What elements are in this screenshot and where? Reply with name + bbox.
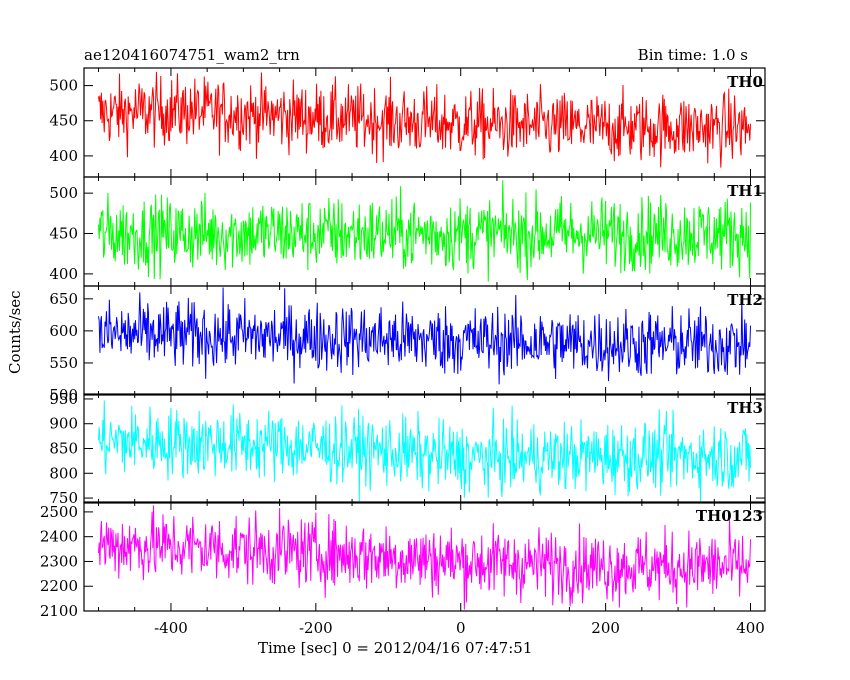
y-tick-label: 400	[49, 147, 78, 165]
series-line-th2	[97, 287, 752, 385]
panel-label-th0123: TH0123	[696, 507, 763, 525]
bin-time-label: Bin time: 1.0 s	[637, 46, 748, 64]
y-tick-label: 500	[49, 386, 78, 404]
x-axis-label: Time [sec] 0 = 2012/04/16 07:47:51	[258, 639, 533, 657]
x-tick-label: 200	[591, 619, 620, 637]
series-line-th0123	[97, 505, 752, 610]
panel-label-th3: TH3	[727, 399, 763, 417]
y-tick-label: 800	[49, 464, 78, 482]
y-tick-label: 2200	[40, 577, 78, 595]
y-tick-label: 2400	[40, 528, 78, 546]
panel-label-th2: TH2	[727, 291, 763, 309]
y-tick-label: 400	[49, 265, 78, 283]
y-tick-label: 950	[49, 390, 78, 408]
x-tick-label: -400	[154, 619, 188, 637]
y-tick-label: 2500	[40, 503, 78, 521]
y-tick-label: 2100	[40, 602, 78, 620]
y-tick-label: 650	[49, 290, 78, 308]
x-tick-label: 0	[456, 619, 466, 637]
y-tick-label: 500	[49, 184, 78, 202]
y-tick-label: 500	[49, 77, 78, 95]
x-tick-label: -200	[299, 619, 333, 637]
series-line-th1	[97, 180, 752, 282]
y-tick-label: 750	[49, 489, 78, 507]
y-tick-label: 450	[49, 112, 78, 130]
y-tick-label: 600	[49, 322, 78, 340]
y-tick-label: 900	[49, 415, 78, 433]
y-tick-label: 850	[49, 440, 78, 458]
y-tick-label: 550	[49, 354, 78, 372]
x-tick-label: 400	[736, 619, 765, 637]
panel-label-th0: TH0	[727, 73, 763, 91]
y-tick-label: 2300	[40, 552, 78, 570]
y-tick-label: 450	[49, 225, 78, 243]
chart-title: ae120416074751_wam2_trn	[84, 46, 300, 64]
series-line-th3	[97, 400, 752, 503]
series-line-th0	[97, 71, 752, 168]
panel-label-th1: TH1	[727, 182, 763, 200]
